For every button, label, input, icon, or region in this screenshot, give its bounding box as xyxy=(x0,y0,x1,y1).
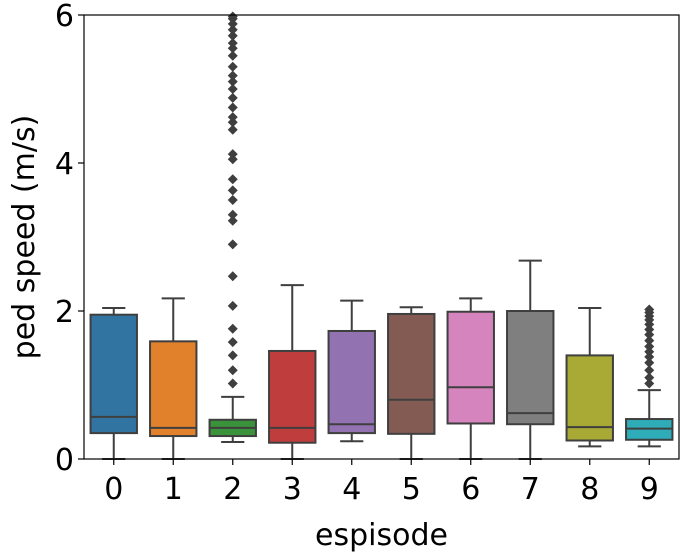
outlier-point xyxy=(644,324,655,335)
ticks-layer: 0 1 2 3 4 5 6 7 8 9 0 2 4 6 xyxy=(55,0,659,507)
outlier-point xyxy=(227,18,238,29)
box-iqr xyxy=(327,329,376,435)
plot-frame xyxy=(83,14,680,460)
box-group-9 xyxy=(625,304,674,448)
box-group-3 xyxy=(268,284,317,460)
x-tick-label: 2 xyxy=(223,472,242,507)
x-tick-label: 3 xyxy=(283,472,302,507)
outlier-point xyxy=(227,43,238,54)
outlier-point xyxy=(644,304,655,315)
box-iqr xyxy=(268,349,317,444)
outlier-point xyxy=(644,357,655,368)
box-group-0 xyxy=(89,307,138,460)
outlier-point xyxy=(227,174,238,185)
outlier-point xyxy=(227,323,238,334)
outlier-point xyxy=(227,271,238,282)
outlier-point xyxy=(227,24,238,35)
outlier-point xyxy=(227,350,238,361)
outlier-point xyxy=(227,76,238,87)
outlier-point xyxy=(227,195,238,205)
outlier-point xyxy=(227,112,238,123)
box-iqr xyxy=(446,310,495,425)
box-iqr xyxy=(149,340,198,438)
y-tick-label: 2 xyxy=(55,295,74,330)
x-tick-label: 9 xyxy=(640,472,659,507)
outlier-point xyxy=(227,300,238,311)
box-iqr xyxy=(89,313,138,435)
outlier-point xyxy=(227,337,238,348)
outlier-point xyxy=(227,61,238,72)
box-group-1 xyxy=(149,297,198,460)
outlier-point xyxy=(644,378,655,389)
box-iqr xyxy=(506,310,555,426)
boxes-layer xyxy=(89,11,674,460)
x-tick-label: 5 xyxy=(402,472,421,507)
outlier-point xyxy=(227,50,238,61)
box-iqr xyxy=(387,312,436,435)
box-group-6 xyxy=(446,297,495,460)
box-group-4 xyxy=(327,299,376,443)
box-group-2 xyxy=(208,11,257,443)
outlier-point xyxy=(644,341,655,352)
outlier-point xyxy=(644,372,655,383)
outlier-point xyxy=(644,346,655,357)
outlier-point xyxy=(227,149,238,160)
y-tick-label: 0 xyxy=(55,443,74,478)
outlier-point xyxy=(644,329,655,340)
x-tick-label: 7 xyxy=(521,472,540,507)
y-axis-label: ped speed (m/s) xyxy=(7,115,42,360)
y-tick-label: 4 xyxy=(55,147,74,182)
box-group-8 xyxy=(565,307,614,448)
outlier-point xyxy=(227,38,238,49)
outlier-point xyxy=(227,124,238,135)
x-tick-label: 1 xyxy=(164,472,183,507)
outlier-point xyxy=(227,84,238,94)
x-tick-label: 8 xyxy=(580,472,599,507)
outlier-point xyxy=(227,30,238,41)
outlier-point xyxy=(227,215,238,226)
x-tick-label: 4 xyxy=(342,472,361,507)
box-group-7 xyxy=(506,259,555,460)
outlier-point xyxy=(227,239,238,250)
outlier-point xyxy=(227,378,238,389)
outlier-point xyxy=(644,365,655,376)
outlier-point xyxy=(227,11,238,22)
outlier-point xyxy=(227,365,238,376)
x-axis-label: espisode xyxy=(315,518,448,553)
box-group-5 xyxy=(387,306,436,460)
outlier-point xyxy=(644,351,655,362)
outlier-point xyxy=(227,102,238,113)
x-tick-label: 0 xyxy=(104,472,123,507)
x-tick-label: 6 xyxy=(461,472,480,507)
outlier-point xyxy=(227,92,238,103)
outlier-point xyxy=(227,117,238,128)
y-tick-label: 6 xyxy=(55,0,74,34)
outlier-point xyxy=(227,154,238,165)
outlier-point xyxy=(227,185,238,196)
outlier-point xyxy=(644,335,655,346)
outlier-point xyxy=(227,209,238,220)
outlier-point xyxy=(227,70,238,81)
